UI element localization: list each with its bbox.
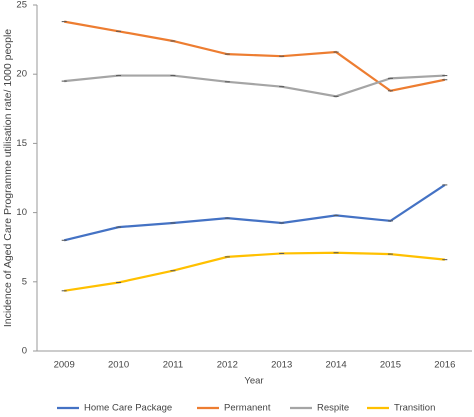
legend-label: Home Care Package [84, 403, 172, 414]
x-tick-label: 2011 [163, 360, 183, 371]
x-tick-label: 2010 [108, 360, 129, 371]
y-tick-label: 10 [16, 207, 27, 218]
y-tick-label: 5 [22, 276, 27, 287]
y-tick-label: 0 [22, 346, 27, 357]
series-line [64, 251, 445, 292]
series-line [64, 74, 445, 98]
x-tick-label: 2009 [54, 360, 75, 371]
x-tick-label: 2012 [217, 360, 238, 371]
x-tick-label: 2016 [434, 360, 455, 371]
x-tick-label: 2014 [325, 360, 346, 371]
x-tick-label: 2015 [380, 360, 401, 371]
legend-label: Respite [317, 403, 349, 414]
y-tick-label: 25 [16, 0, 27, 11]
series-line [63, 20, 446, 92]
x-axis-title: Year [244, 376, 263, 387]
y-tick-label: 15 [16, 138, 27, 149]
y-axis-title: Incidence of Aged Care Programme utilisa… [2, 29, 14, 327]
series-line [63, 184, 446, 242]
legend-label: Permanent [224, 403, 271, 414]
legend-label: Transition [394, 403, 435, 414]
x-tick-label: 2013 [271, 360, 292, 371]
y-tick-label: 20 [16, 69, 27, 80]
